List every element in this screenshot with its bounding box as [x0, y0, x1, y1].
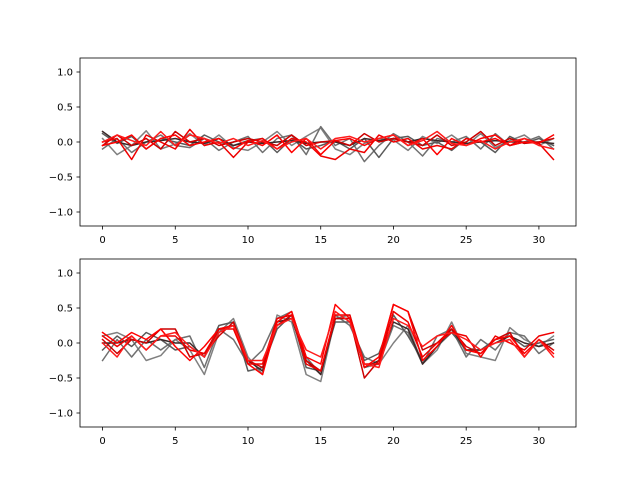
x-tick-label: 30 [533, 235, 546, 246]
x-tick-label: 25 [460, 235, 473, 246]
x-tick-label: 10 [242, 235, 255, 246]
series-line-4 [101, 130, 555, 150]
x-tick-label: 20 [387, 436, 400, 447]
x-tick-label: 20 [387, 235, 400, 246]
y-tick-label: 0.5 [57, 103, 73, 114]
series-line-0 [101, 314, 555, 383]
series-line-6 [101, 310, 555, 372]
x-tick-label: 0 [99, 436, 105, 447]
y-tick-label: 0.5 [57, 304, 73, 315]
y-tick-label: 0.0 [57, 339, 73, 350]
subplot-bottom: 0 5 10 15 20 25 30 −1.0 −0.5 0.0 0.5 1.0 [49, 258, 577, 447]
series-group [101, 125, 555, 163]
series-line-7 [101, 130, 555, 150]
y-tick-label: −1.0 [49, 208, 73, 219]
x-tick-label: 15 [314, 235, 327, 246]
x-tick-label: 0 [99, 235, 105, 246]
subplot-top: 0 5 10 15 20 25 30 −1.0 −0.5 0.0 0.5 1.0 [49, 57, 577, 246]
x-tick-label: 15 [314, 436, 327, 447]
x-tick-label: 25 [460, 436, 473, 447]
y-tick-label: 1.0 [57, 269, 73, 280]
x-tick-label: 5 [172, 235, 178, 246]
y-tick-label: −1.0 [49, 409, 73, 420]
series-group [101, 303, 555, 383]
series-line-5 [101, 303, 555, 376]
series-line-7 [101, 310, 555, 369]
y-tick-label: −0.5 [49, 374, 73, 385]
x-tick-label: 5 [172, 436, 178, 447]
x-tick-label: 30 [533, 436, 546, 447]
y-tick-label: −0.5 [49, 173, 73, 184]
y-tick-label: 0.0 [57, 138, 73, 149]
x-tick-label: 10 [242, 436, 255, 447]
y-tick-label: 1.0 [57, 68, 73, 79]
series-line-5 [101, 133, 555, 156]
